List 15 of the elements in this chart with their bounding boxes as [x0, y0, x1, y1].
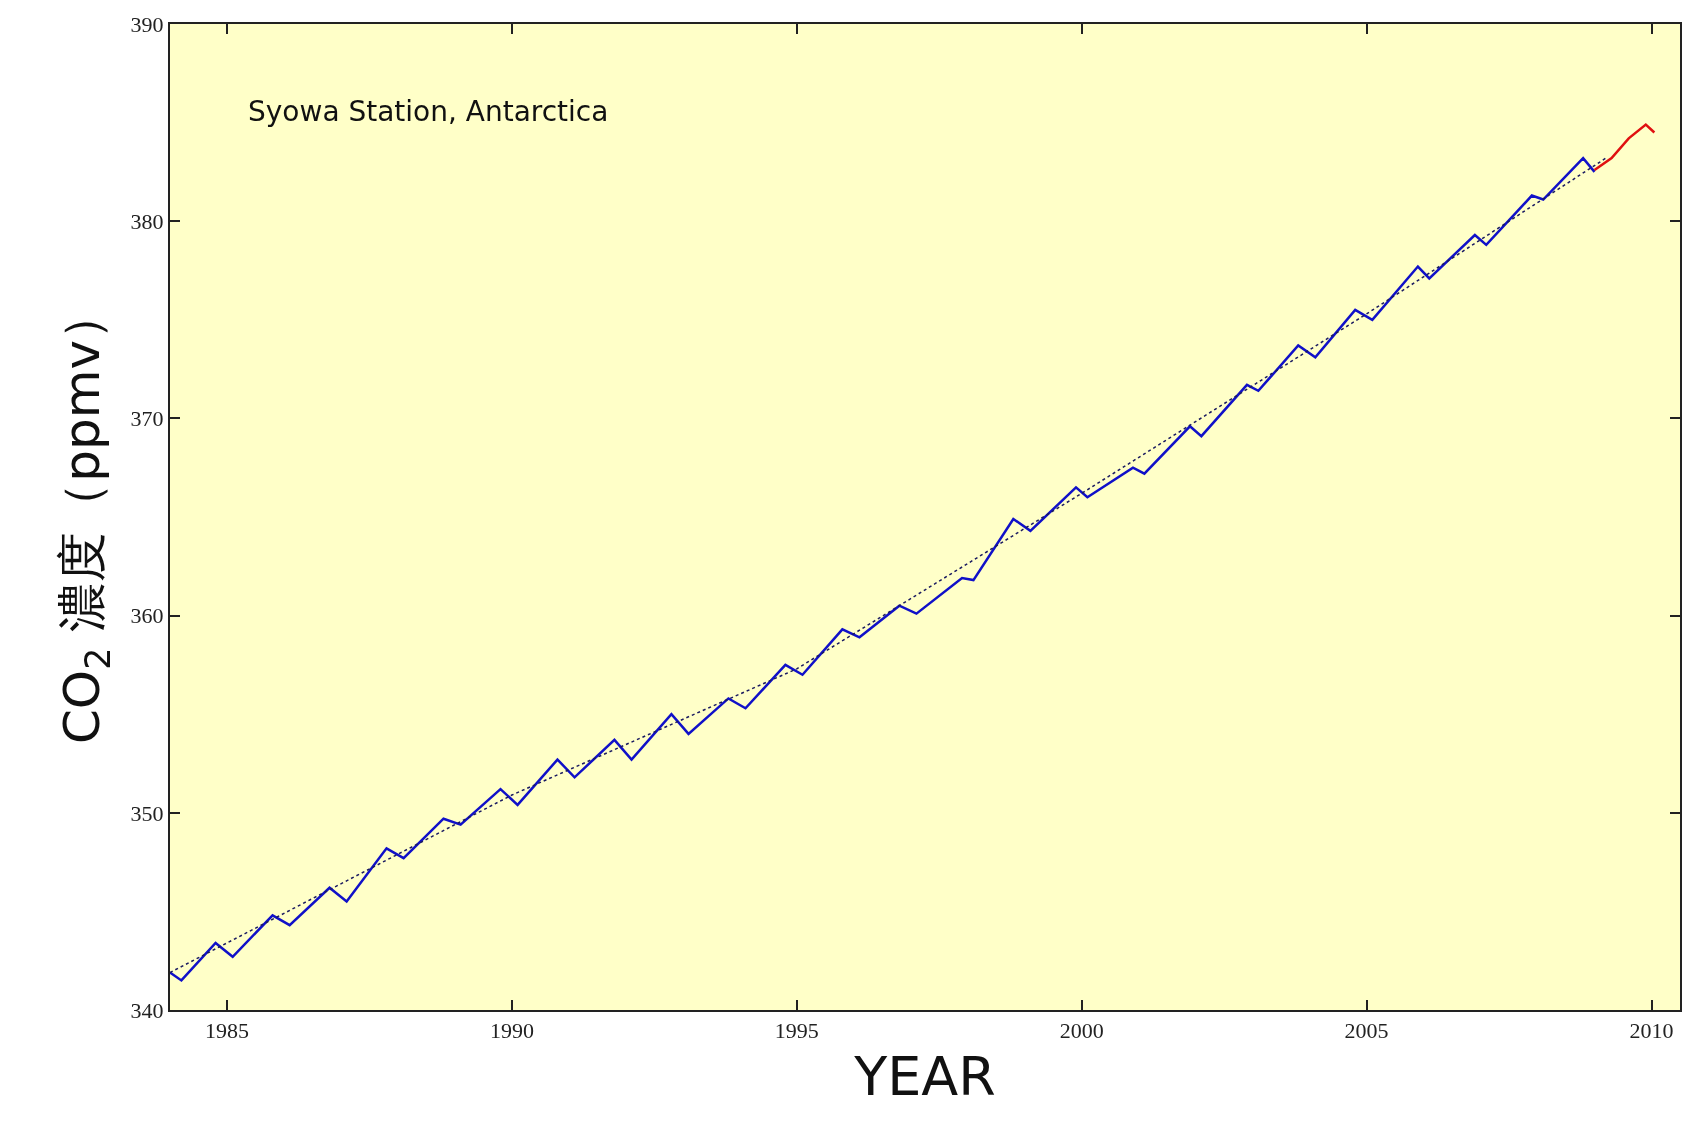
annotation: Syowa Station, Antarctica [248, 95, 609, 128]
x-axis-title: YEAR [853, 1045, 996, 1109]
y-tick-label: 340 [130, 997, 164, 1023]
y-tick-label: 380 [130, 208, 164, 234]
y-tick-label: 350 [130, 800, 164, 826]
x-tick-label: 1990 [489, 1018, 534, 1044]
y-tick-label: 390 [130, 11, 164, 37]
x-tick-label: 2010 [1629, 1018, 1674, 1044]
x-tick-label: 1985 [204, 1018, 249, 1044]
y-tick-label: 370 [130, 406, 164, 432]
line-series [1593, 123, 1656, 172]
x-tick-label: 1995 [774, 1018, 819, 1044]
x-tick-label: 2005 [1344, 1018, 1389, 1044]
y-tick-label: 360 [130, 603, 164, 629]
x-tick-label: 2000 [1059, 1018, 1104, 1044]
